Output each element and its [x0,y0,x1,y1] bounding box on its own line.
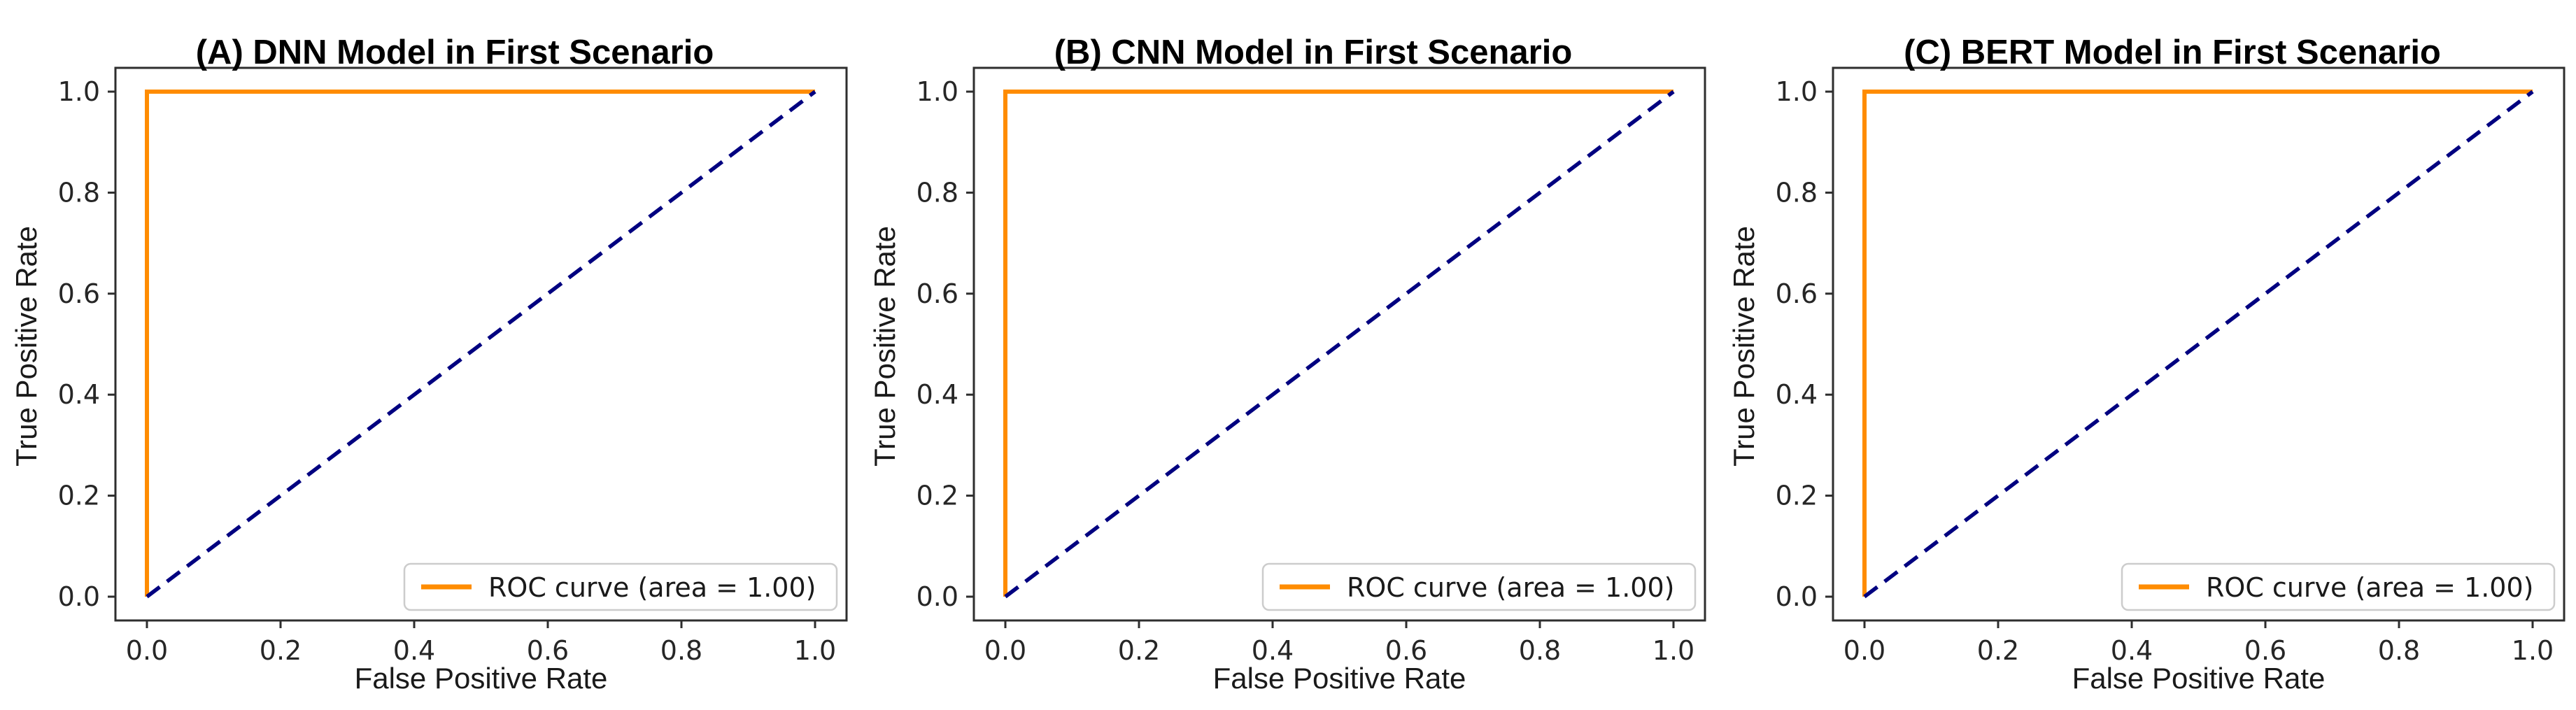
chance-diagonal-line [1863,90,2534,599]
plot-area-dnn: 0.0 0.2 0.4 0.6 0.8 1.0 0.0 0.2 0.4 0.6 0.8 1.0 ROC … [58,66,848,666]
y-tick-label: 0.6 [1776,278,1818,309]
x-tick-label: 0.8 [2378,635,2420,666]
y-axis-label: True Positive Rate [1727,226,1760,467]
panel-title-text: CNN Model in First Scenario [1101,33,1573,71]
x-tick-label: 0.4 [393,635,435,666]
y-tick-label: 0.6 [58,278,100,309]
legend-box [2121,562,2556,611]
x-tick-label: 0.0 [126,635,168,666]
x-tick-label: 0.4 [2111,635,2153,666]
roc-curve-line [1862,90,2533,597]
y-axis-label: True Positive Rate [868,226,901,467]
y-tick-label: 1.0 [1776,76,1818,107]
panel-bert: 0.0 0.2 0.4 0.6 0.8 1.0 0.0 0.2 0.4 0.6 0.8 1.0 ROC … [1718,0,2576,710]
x-tick-label: 0.2 [260,635,302,666]
x-tick-label: 0.0 [1843,635,1885,666]
y-tick-label: 1.0 [917,76,958,107]
panel-dnn: 0.0 0.2 0.4 0.6 0.8 1.0 0.0 0.2 0.4 0.6 0.8 1.0 ROC … [0,0,858,710]
panel-label: (C) [1904,33,1952,71]
plot-area-cnn: 0.0 0.2 0.4 0.6 0.8 1.0 0.0 0.2 0.4 0.6 0.8 1.0 ROC … [917,66,1706,666]
x-tick-label: 0.6 [527,635,569,666]
y-axis-label: True Positive Rate [10,226,43,467]
x-tick-label: 1.0 [794,635,836,666]
y-tick-label: 0.8 [917,177,958,208]
panel-label: (A) [195,33,243,71]
y-tick-label: 0.8 [58,177,100,208]
legend-label: ROC curve (area = 1.00) [1347,572,1674,603]
y-tick-label: 0.2 [58,481,100,511]
y-tick-label: 0.4 [1776,379,1818,410]
chance-diagonal-line [146,90,816,599]
y-tick-label: 0.0 [1776,581,1818,612]
x-tick-label: 0.6 [1385,635,1427,666]
panel-title-dnn: (A) DNN Model in First Scenario [63,33,847,72]
legend-box [1261,562,1697,611]
chance-diagonal-line [1004,90,1675,599]
panel-title-bert: (C) BERT Model in First Scenario [1781,33,2564,72]
x-tick-label: 1.0 [1653,635,1694,666]
y-tick-label: 0.0 [917,581,958,612]
x-axis-label: False Positive Rate [1212,662,1466,695]
x-tick-label: 0.0 [984,635,1026,666]
panel-label: (B) [1054,33,1102,71]
y-tick-label: 0.8 [1776,177,1818,208]
x-tick-label: 0.8 [660,635,702,666]
x-tick-label: 0.6 [2244,635,2286,666]
legend-label: ROC curve (area = 1.00) [2206,572,2533,603]
roc-curve-line [145,90,815,597]
y-tick-label: 1.0 [58,76,100,107]
axes-frame [1832,66,2566,622]
y-tick-label: 0.0 [58,581,100,612]
y-tick-label: 0.6 [917,278,958,309]
y-tick-label: 0.2 [917,481,958,511]
panel-title-cnn: (B) CNN Model in First Scenario [921,33,1705,72]
legend-label: ROC curve (area = 1.00) [488,572,816,603]
y-tick-label: 0.2 [1776,481,1818,511]
y-tick-label: 0.4 [58,379,100,410]
x-axis-label: False Positive Rate [354,662,608,695]
x-tick-label: 0.4 [1252,635,1294,666]
axes-frame [114,66,848,622]
axes-frame [972,66,1706,622]
panel-title-text: BERT Model in First Scenario [1951,33,2441,71]
x-tick-label: 0.2 [1977,635,2019,666]
roc-curve-line [1003,90,1673,597]
plot-area-bert: 0.0 0.2 0.4 0.6 0.8 1.0 0.0 0.2 0.4 0.6 0.8 1.0 ROC … [1776,66,2566,666]
panel-cnn: 0.0 0.2 0.4 0.6 0.8 1.0 0.0 0.2 0.4 0.6 0.8 1.0 ROC … [858,0,1717,710]
x-tick-label: 0.8 [1519,635,1561,666]
x-axis-label: False Positive Rate [2072,662,2326,695]
panel-title-text: DNN Model in First Scenario [243,33,714,71]
y-tick-label: 0.4 [917,379,958,410]
legend-box [403,562,838,611]
x-tick-label: 1.0 [2512,635,2554,666]
x-tick-label: 0.2 [1118,635,1160,666]
